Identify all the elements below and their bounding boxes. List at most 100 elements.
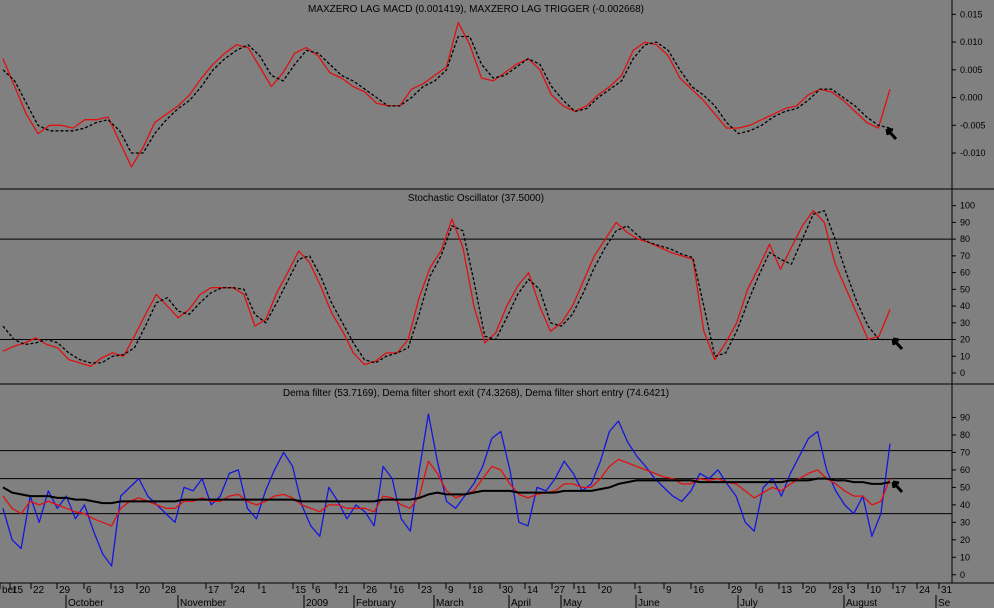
y-tick-label: 80 — [960, 430, 970, 440]
x-day-label: 3 — [850, 585, 856, 596]
y-tick-label: 70 — [960, 447, 970, 457]
y-tick-label: 30 — [960, 318, 970, 328]
x-day-label: 6 — [315, 585, 321, 596]
x-month-label: November — [180, 598, 227, 608]
dema-title: Dema filter (53.7169), Dema filter short… — [283, 388, 669, 399]
x-month-label: August — [846, 598, 877, 608]
x-month-label: April — [511, 598, 531, 608]
x-month-label: February — [356, 598, 396, 608]
y-tick-label: 10 — [960, 552, 970, 562]
dema-arrow-icon — [891, 480, 904, 494]
series-line — [2, 21, 891, 168]
x-day-label: 20 — [139, 585, 151, 596]
series-line — [2, 458, 891, 527]
x-month-label: May — [563, 598, 582, 608]
stochastic-hlines — [0, 238, 952, 341]
y-tick-label: -0.005 — [960, 120, 986, 130]
x-month-label: Se — [938, 598, 951, 608]
x-month-label: 2009 — [306, 598, 329, 608]
x-day-label: 11 — [576, 585, 587, 596]
x-day-label: 6 — [758, 585, 764, 596]
x-month-label: October — [68, 598, 104, 608]
y-tick-label: 20 — [960, 535, 970, 545]
x-day-label: 29 — [59, 585, 71, 596]
y-tick-label: 50 — [960, 284, 970, 294]
dema-panel: Dema filter (53.7169), Dema filter short… — [0, 388, 970, 580]
x-day-label: 13 — [781, 585, 793, 596]
dema-y-axis: 90 80 70 60 50 40 30 20 10 0 — [952, 412, 970, 580]
x-day-label: 27 — [554, 585, 566, 596]
stochastic-panel: Stochastic Oscillator (37.5000) 10090807… — [0, 193, 975, 378]
x-day-label: 9 — [666, 585, 672, 596]
y-tick-label: 60 — [960, 268, 970, 278]
y-tick-label: 0 — [960, 368, 965, 378]
y-tick-label: 40 — [960, 500, 970, 510]
y-tick-label: 0.010 — [960, 37, 983, 47]
y-tick-label: 90 — [960, 217, 970, 227]
dema-series — [2, 413, 891, 567]
stochastic-title: Stochastic Oscillator (37.5000) — [408, 193, 544, 204]
x-day-label: 24 — [234, 585, 246, 596]
y-tick-label: 0.005 — [960, 65, 983, 75]
x-day-label: 17 — [895, 585, 907, 596]
x-month-label: June — [638, 598, 660, 608]
x-day-label: 1 — [261, 585, 267, 596]
series-line — [2, 35, 891, 154]
x-month-label: March — [436, 598, 464, 608]
x-day-label: 28 — [832, 585, 844, 596]
series-line — [2, 413, 891, 567]
y-tick-label: 70 — [960, 251, 970, 261]
x-day-label: 10 — [870, 585, 882, 596]
x-day-label: 15 — [12, 585, 24, 596]
series-line — [2, 210, 890, 364]
macd-arrow-icon — [885, 127, 898, 141]
stochastic-arrow-icon — [891, 337, 904, 351]
x-day-label: 16 — [693, 585, 705, 596]
y-tick-label: 40 — [960, 301, 970, 311]
series-line — [2, 477, 891, 505]
x-day-label: 22 — [33, 585, 45, 596]
x-day-label: 26 — [366, 585, 378, 596]
x-day-label: 14 — [527, 585, 539, 596]
x-month-label: July — [740, 598, 758, 608]
x-day-label: 18 — [472, 585, 484, 596]
x-day-label: 9 — [448, 585, 454, 596]
x-day-label: 15 — [295, 585, 307, 596]
y-tick-label: 20 — [960, 335, 970, 345]
y-tick-label: -0.010 — [960, 148, 986, 158]
x-day-label: 24 — [919, 585, 931, 596]
y-tick-label: 50 — [960, 482, 970, 492]
y-tick-label: 90 — [960, 412, 970, 422]
x-day-label: 30 — [502, 585, 514, 596]
macd-series — [2, 21, 891, 168]
y-tick-label: 0.000 — [960, 93, 983, 103]
macd-panel: MAXZERO LAG MACD (0.001419), MAXZERO LAG… — [2, 4, 986, 168]
y-tick-label: 0 — [960, 570, 965, 580]
x-day-label: 21 — [338, 585, 350, 596]
series-line — [2, 210, 891, 367]
macd-title: MAXZERO LAG MACD (0.001419), MAXZERO LAG… — [308, 4, 644, 15]
x-day-label: 17 — [208, 585, 220, 596]
x-day-label: 31 — [941, 585, 953, 596]
x-day-label: 1 — [637, 585, 643, 596]
x-day-label: ber — [2, 585, 17, 596]
x-day-label: 23 — [421, 585, 433, 596]
x-day-label: 28 — [165, 585, 177, 596]
x-day-label: 20 — [601, 585, 613, 596]
y-tick-label: 0.015 — [960, 9, 983, 19]
y-tick-label: 80 — [960, 234, 970, 244]
y-tick-label: 100 — [960, 201, 975, 211]
y-tick-label: 10 — [960, 351, 970, 361]
x-day-label: 20 — [805, 585, 817, 596]
macd-y-axis: 0.015 0.010 0.005 0.000 -0.005 -0.010 — [952, 9, 986, 158]
x-day-label: 6 — [86, 585, 92, 596]
x-day-label: 29 — [731, 585, 743, 596]
x-day-label: 13 — [113, 585, 125, 596]
y-tick-label: 60 — [960, 465, 970, 475]
x-day-label: 16 — [393, 585, 405, 596]
stochastic-series — [2, 210, 891, 367]
